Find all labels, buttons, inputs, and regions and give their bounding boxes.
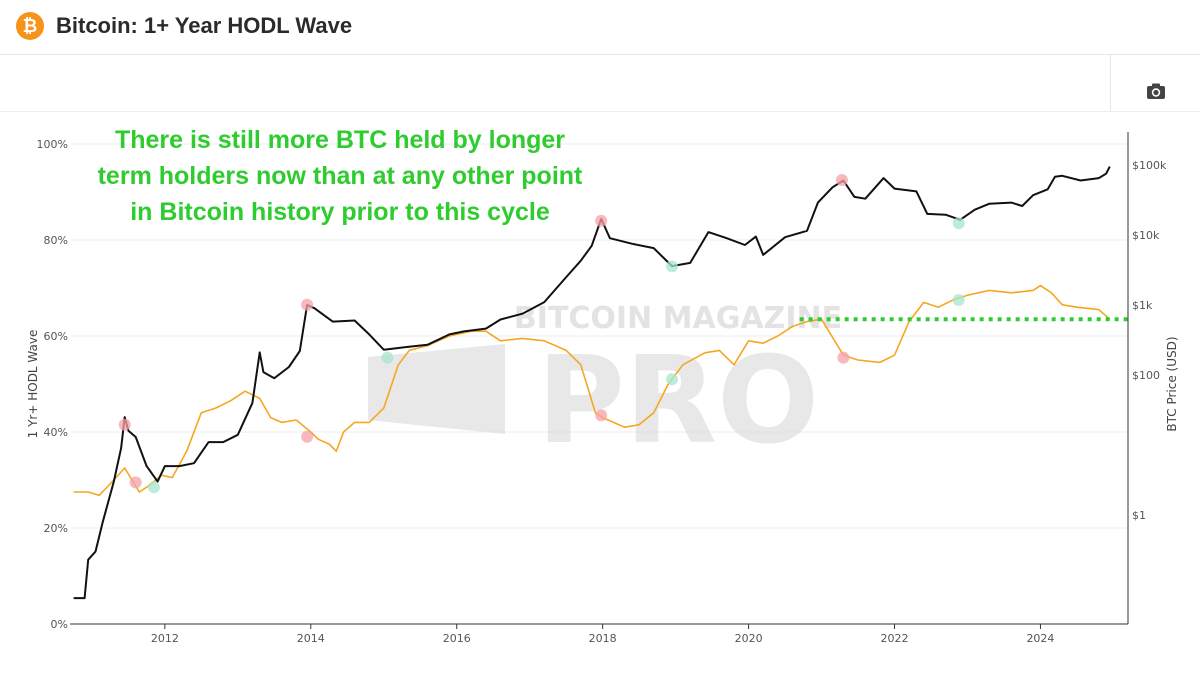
- hodl-wave-line: [73, 284, 1111, 497]
- hodl-wave-chart: BITCOIN MAGAZINE PRO 0% 20% 40% 60% 80% 100% 2…: [26, 132, 1179, 645]
- chart-area: BITCOIN MAGAZINE PRO 0% 20% 40% 60% 80% 100% 2…: [0, 112, 1200, 675]
- y2-tick-label: $1: [1132, 509, 1146, 522]
- bitcoin-logo-icon: ₿: [16, 12, 44, 40]
- x-tick-label: 2012: [151, 632, 179, 645]
- y-axis-label: 1 Yr+ HODL Wave: [26, 330, 40, 439]
- cycle-bottom-marker: [952, 294, 965, 306]
- header: ₿ Bitcoin: 1+ Year HODL Wave: [0, 0, 1200, 55]
- watermark-line1: BITCOIN MAGAZINE: [514, 301, 842, 336]
- y2-axis-label: BTC Price (USD): [1165, 336, 1179, 431]
- cycle-top-marker: [129, 476, 142, 489]
- annotation-line: term holders now than at any other point: [97, 162, 583, 190]
- x-tick-label: 2024: [1026, 632, 1054, 645]
- annotation-text: There is still more BTC held by longer t…: [60, 122, 620, 230]
- cycle-top-marker: [301, 298, 314, 311]
- cycle-bottom-marker: [665, 373, 678, 386]
- toolbar-divider: [1110, 55, 1111, 111]
- y-tick-label: 40%: [44, 426, 68, 439]
- series: [73, 166, 1128, 600]
- watermark: BITCOIN MAGAZINE PRO: [368, 301, 842, 471]
- cycle-bottom-marker: [952, 217, 965, 230]
- y-tick-label: 80%: [44, 234, 68, 247]
- annotation-line: in Bitcoin history prior to this cycle: [130, 198, 550, 226]
- y2-tick-label: $1k: [1132, 299, 1153, 312]
- x-tick-label: 2016: [443, 632, 471, 645]
- y-tick-label: 100%: [37, 138, 68, 151]
- y2-tick-label: $100k: [1132, 159, 1167, 172]
- y-tick-label: 20%: [44, 522, 68, 535]
- watermark-line2: PRO: [537, 332, 819, 471]
- cycle-top-marker: [837, 351, 850, 364]
- y2-tick-label: $10k: [1132, 229, 1160, 242]
- x-tick-label: 2018: [589, 632, 617, 645]
- page-title: Bitcoin: 1+ Year HODL Wave: [56, 13, 353, 38]
- cycle-top-marker: [835, 174, 848, 186]
- x-tick-label: 2020: [735, 632, 763, 645]
- cycle-bottom-marker: [147, 481, 160, 494]
- x-tick-label: 2022: [881, 632, 909, 645]
- y-tick-label: 0%: [51, 618, 68, 631]
- x-tick-label: 2014: [297, 632, 325, 645]
- axes: 0% 20% 40% 60% 80% 100% 2012 2014 2016 2018 2020 20…: [26, 132, 1179, 645]
- y2-tick-label: $100: [1132, 369, 1160, 382]
- cycle-bottom-marker: [665, 260, 678, 273]
- btc-price-line: [73, 166, 1111, 600]
- camera-icon[interactable]: [1140, 75, 1172, 107]
- watermark-emblem: [368, 344, 505, 434]
- cycle-bottom-marker: [381, 351, 394, 364]
- cycle-top-marker: [118, 418, 131, 431]
- cycle-top-marker: [595, 214, 608, 227]
- y-tick-label: 60%: [44, 330, 68, 343]
- markers: [118, 174, 965, 494]
- cycle-top-marker: [595, 409, 608, 422]
- annotation-line: There is still more BTC held by longer: [114, 126, 566, 154]
- chart-toolbar: [0, 55, 1200, 112]
- cycle-top-marker: [301, 430, 314, 443]
